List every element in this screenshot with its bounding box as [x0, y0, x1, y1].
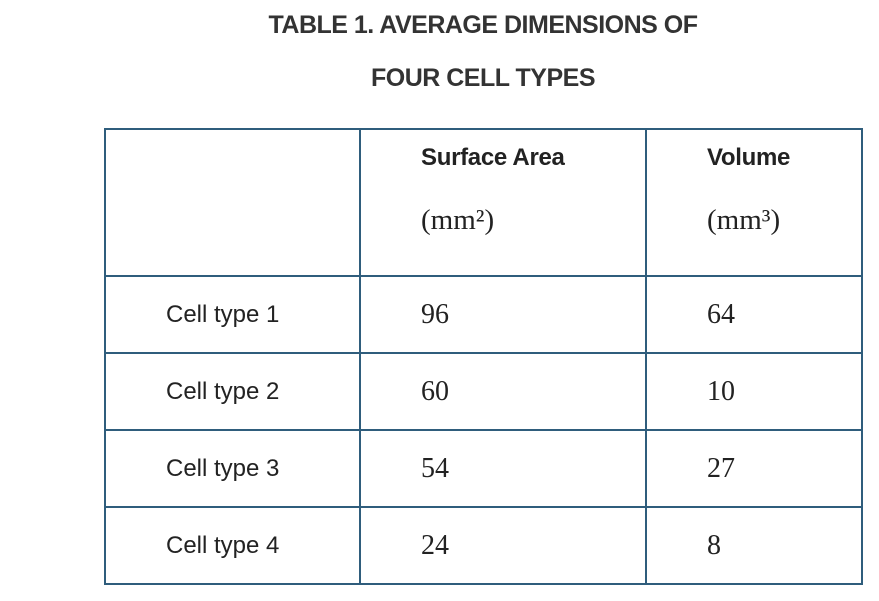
- table-row: Cell type 3 54 27: [104, 429, 863, 508]
- table-row: Cell type 1 96 64: [104, 275, 863, 354]
- data-table: Surface Area (mm²) Volume (mm³) Cell typ…: [104, 128, 863, 585]
- header-row: Surface Area (mm²) Volume (mm³): [104, 128, 863, 277]
- value-cell: 64: [645, 275, 863, 354]
- row-label: Cell type 3: [104, 429, 361, 508]
- table-title: FOUR CELL TYPES: [370, 64, 596, 92]
- header-cell: [104, 128, 361, 277]
- value-cell: 10: [645, 352, 863, 431]
- value-cell: 60: [359, 352, 647, 431]
- table-row: Cell type 2 60 10: [104, 352, 863, 431]
- value-cell: 8: [645, 506, 863, 585]
- table-row: Cell type 4 24 8: [104, 506, 863, 585]
- row-label: Cell type 4: [104, 506, 361, 585]
- row-label: Cell type 2: [104, 352, 361, 431]
- row-label: Cell type 1: [104, 275, 361, 354]
- value-cell: 96: [359, 275, 647, 354]
- value-cell: 27: [645, 429, 863, 508]
- value-cell: 24: [359, 506, 647, 585]
- value-cell: 54: [359, 429, 647, 508]
- header-cell: Volume (mm³): [645, 128, 863, 277]
- column-name: Volume: [707, 144, 791, 171]
- table-title: TABLE 1. AVERAGE DIMENSIONS OF: [268, 11, 698, 39]
- header-cell: Surface Area (mm²): [359, 128, 647, 277]
- column-name: Surface Area: [421, 144, 565, 171]
- column-unit: (mm²): [421, 204, 495, 236]
- table-body: Surface Area (mm²) Volume (mm³) Cell typ…: [104, 128, 863, 585]
- column-unit: (mm³): [707, 204, 781, 236]
